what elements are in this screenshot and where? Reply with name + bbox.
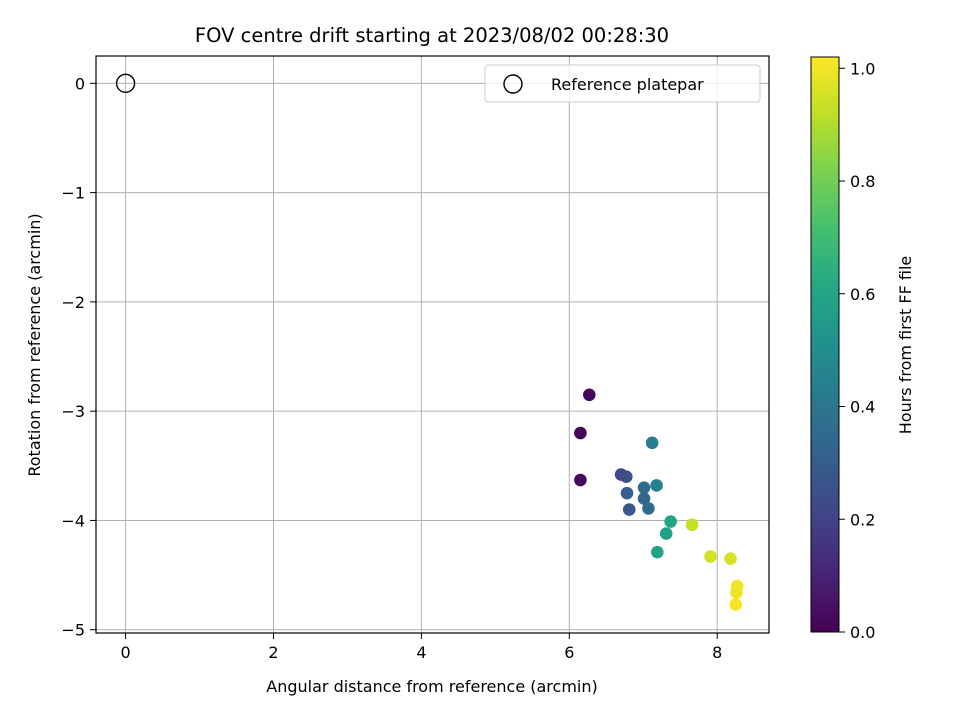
colorbar-tick-label: 0.2 bbox=[850, 510, 875, 529]
drift-point bbox=[642, 502, 655, 515]
drift-point bbox=[619, 470, 633, 484]
y-tick-label: −1 bbox=[61, 184, 85, 203]
drift-point bbox=[730, 586, 743, 599]
y-axis-ticks: 0 −1 −2 −3 −4 −5 bbox=[61, 74, 96, 640]
drift-point bbox=[574, 426, 587, 440]
drift-point bbox=[685, 518, 699, 532]
x-tick-label: 8 bbox=[712, 643, 722, 662]
x-axis-ticks: 0 2 4 6 8 bbox=[120, 633, 722, 662]
colorbar-tick-label: 0.6 bbox=[850, 285, 875, 304]
x-axis-label: Angular distance from reference (arcmin) bbox=[266, 677, 597, 696]
chart-title: FOV centre drift starting at 2023/08/02 … bbox=[195, 24, 669, 47]
x-tick-label: 6 bbox=[564, 643, 574, 662]
colorbar-tick-label: 0.8 bbox=[850, 172, 875, 191]
plot-frame bbox=[95, 55, 770, 634]
drift-point bbox=[637, 481, 651, 494]
legend-reference-marker bbox=[503, 74, 523, 94]
drift-point bbox=[622, 503, 636, 516]
colorbar: 0.0 0.2 0.4 0.6 0.8 1.0 Hours from first FF f… bbox=[810, 56, 915, 642]
legend: Reference platepar bbox=[484, 64, 761, 103]
colorbar-ticks: 0.0 0.2 0.4 0.6 0.8 1.0 bbox=[839, 59, 875, 642]
y-axis-label: Rotation from reference (arcmin) bbox=[25, 213, 44, 476]
colorbar-tick-label: 0.0 bbox=[850, 623, 875, 642]
y-tick-label: 0 bbox=[75, 74, 85, 93]
drift-point bbox=[637, 492, 651, 505]
drift-point bbox=[650, 479, 663, 492]
y-tick-label: −2 bbox=[61, 293, 85, 312]
reference-platepar-marker bbox=[115, 73, 136, 94]
drift-point bbox=[704, 550, 717, 563]
x-tick-label: 4 bbox=[416, 643, 426, 662]
colorbar-label: Hours from first FF file bbox=[896, 256, 915, 435]
drift-point bbox=[620, 486, 634, 500]
drift-point bbox=[582, 388, 596, 402]
scatter-points bbox=[115, 73, 744, 611]
legend-box bbox=[484, 64, 761, 103]
x-tick-label: 2 bbox=[268, 643, 278, 662]
drift-point bbox=[659, 527, 673, 540]
colorbar-gradient bbox=[810, 56, 840, 633]
y-tick-label: −5 bbox=[61, 621, 85, 640]
y-tick-label: −3 bbox=[61, 402, 85, 421]
colorbar-tick-label: 1.0 bbox=[850, 59, 875, 78]
drift-point bbox=[729, 598, 743, 611]
grid bbox=[96, 56, 769, 633]
colorbar-tick-label: 0.4 bbox=[850, 398, 875, 417]
drift-point bbox=[664, 515, 677, 528]
drift-point bbox=[724, 552, 737, 565]
drift-point bbox=[574, 473, 587, 487]
x-tick-label: 0 bbox=[120, 643, 130, 662]
drift-point bbox=[645, 436, 659, 450]
drift-point bbox=[651, 545, 664, 559]
legend-entry: Reference platepar bbox=[551, 75, 704, 94]
y-tick-label: −4 bbox=[61, 511, 85, 530]
